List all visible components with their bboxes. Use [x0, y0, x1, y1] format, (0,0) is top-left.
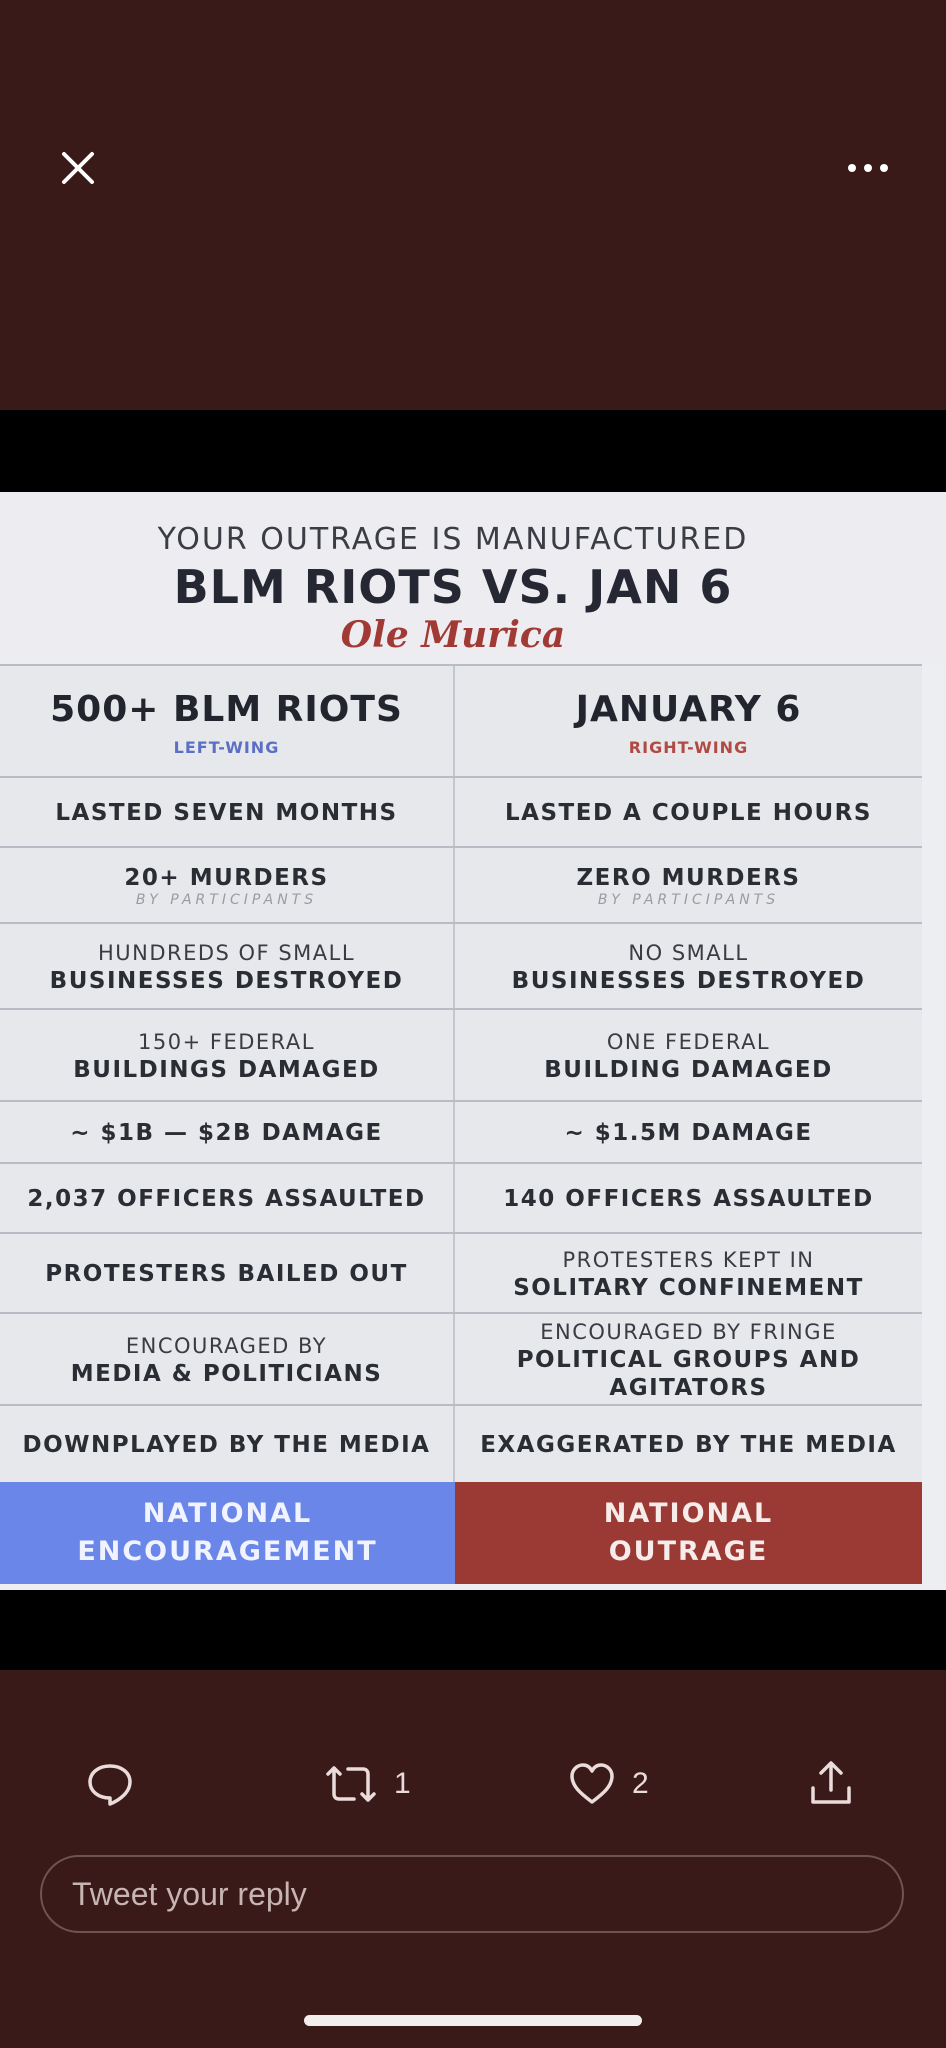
close-icon — [62, 152, 94, 184]
table-row: 150+ FEDERAL BUILDINGS DAMAGED ONE FEDER… — [0, 1008, 922, 1102]
right-cell: ZERO MURDERS BY PARTICIPANTS — [455, 848, 922, 924]
table-row: DOWNPLAYED BY THE MEDIA EXAGGERATED BY T… — [0, 1404, 922, 1484]
close-button[interactable] — [52, 142, 104, 194]
retweet-button[interactable]: 1 — [322, 1758, 411, 1810]
table-row: 2,037 OFFICERS ASSAULTED 140 OFFICERS AS… — [0, 1162, 922, 1234]
infographic-kicker: YOUR OUTRAGE IS MANUFACTURED — [157, 522, 749, 557]
infographic-header: YOUR OUTRAGE IS MANUFACTURED BLM RIOTS V… — [0, 492, 946, 664]
cell-subtext: PROTESTERS KEPT IN — [562, 1247, 815, 1272]
left-column-heading: 500+ BLM RIOTS LEFT-WING — [0, 666, 455, 778]
right-cell: ONE FEDERAL BUILDING DAMAGED — [455, 1010, 922, 1102]
cell-subtext: NO SMALL — [628, 940, 749, 965]
cell-text: BUILDING DAMAGED — [544, 1056, 833, 1083]
left-heading-text: 500+ BLM RIOTS — [50, 688, 403, 730]
right-column-heading: JANUARY 6 RIGHT-WING — [455, 666, 922, 778]
reply-input[interactable] — [70, 1874, 854, 1914]
left-cell: PROTESTERS BAILED OUT — [0, 1234, 455, 1314]
cell-text: ~ $1B — $2B DAMAGE — [70, 1120, 383, 1146]
table-row: 20+ MURDERS BY PARTICIPANTS ZERO MURDERS… — [0, 846, 922, 924]
left-cell: DOWNPLAYED BY THE MEDIA — [0, 1406, 455, 1484]
table-row: ENCOURAGED BY MEDIA & POLITICIANS ENCOUR… — [0, 1312, 922, 1406]
left-cell: HUNDREDS OF SMALL BUSINESSES DESTROYED — [0, 924, 455, 1010]
share-icon — [811, 1761, 851, 1804]
cell-subtext: HUNDREDS OF SMALL — [97, 940, 356, 965]
footer-right-line1: NATIONAL — [603, 1498, 774, 1529]
cell-subtext: ONE FEDERAL — [606, 1029, 771, 1054]
cell-note: BY PARTICIPANTS — [135, 892, 318, 908]
cell-text: LASTED A COUPLE HOURS — [505, 800, 872, 826]
infographic-footer: NATIONAL ENCOURAGEMENT NATIONAL OUTRAGE — [0, 1482, 922, 1584]
cell-text: 2,037 OFFICERS ASSAULTED — [27, 1186, 426, 1212]
heart-icon — [570, 1763, 614, 1804]
reply-button[interactable] — [84, 1758, 136, 1810]
cell-text: DOWNPLAYED BY THE MEDIA — [22, 1432, 431, 1458]
cell-text: 20+ MURDERS — [124, 865, 329, 891]
brand-logo-text: Ole Murica — [340, 614, 566, 656]
cell-text: ~ $1.5M DAMAGE — [564, 1120, 813, 1146]
like-button[interactable]: 2 — [566, 1758, 649, 1810]
cell-text: MEDIA & POLITICIANS — [70, 1360, 383, 1387]
footer-right-line2: OUTRAGE — [608, 1536, 769, 1567]
table-row: ~ $1B — $2B DAMAGE ~ $1.5M DAMAGE — [0, 1100, 922, 1164]
right-cell: PROTESTERS KEPT IN SOLITARY CONFINEMENT — [455, 1234, 922, 1314]
left-cell: 2,037 OFFICERS ASSAULTED — [0, 1164, 455, 1234]
cell-subtext: 150+ FEDERAL — [138, 1029, 315, 1054]
left-wing-tag: LEFT-WING — [173, 737, 280, 757]
right-cell: LASTED A COUPLE HOURS — [455, 778, 922, 848]
cell-subtext: ENCOURAGED BY — [125, 1333, 328, 1358]
more-options-button[interactable] — [838, 146, 902, 190]
right-heading-text: JANUARY 6 — [575, 688, 802, 730]
share-button[interactable] — [805, 1758, 857, 1810]
footer-left-block: NATIONAL ENCOURAGEMENT — [0, 1482, 455, 1584]
retweet-count: 1 — [394, 1767, 411, 1800]
like-count: 2 — [632, 1767, 649, 1800]
cell-text: EXAGGERATED BY THE MEDIA — [480, 1432, 897, 1458]
cell-text: POLITICAL GROUPS AND AGITATORS — [516, 1346, 861, 1401]
tweet-image[interactable]: YOUR OUTRAGE IS MANUFACTURED BLM RIOTS V… — [0, 492, 946, 1590]
infographic-title: BLM RIOTS VS. JAN 6 — [173, 560, 733, 614]
left-cell: LASTED SEVEN MONTHS — [0, 778, 455, 848]
more-horizontal-icon — [848, 164, 888, 172]
cell-text: BUSINESSES DESTROYED — [511, 967, 866, 994]
right-cell: ~ $1.5M DAMAGE — [455, 1102, 922, 1164]
cell-text: ZERO MURDERS — [576, 865, 801, 891]
reply-box[interactable] — [40, 1855, 904, 1933]
cell-text: BUILDINGS DAMAGED — [73, 1056, 380, 1083]
cell-text: PROTESTERS BAILED OUT — [45, 1261, 408, 1287]
left-cell: ~ $1B — $2B DAMAGE — [0, 1102, 455, 1164]
table-row: LASTED SEVEN MONTHS LASTED A COUPLE HOUR… — [0, 776, 922, 848]
cell-text: BUSINESSES DESTROYED — [49, 967, 404, 994]
cell-text: 140 OFFICERS ASSAULTED — [503, 1186, 874, 1212]
left-cell: 150+ FEDERAL BUILDINGS DAMAGED — [0, 1010, 455, 1102]
cell-subtext: ENCOURAGED BY FRINGE — [540, 1319, 837, 1344]
cell-text: LASTED SEVEN MONTHS — [55, 800, 398, 826]
left-cell: ENCOURAGED BY MEDIA & POLITICIANS — [0, 1314, 455, 1406]
right-cell: ENCOURAGED BY FRINGE POLITICAL GROUPS AN… — [455, 1314, 922, 1406]
table-row: PROTESTERS BAILED OUT PROTESTERS KEPT IN… — [0, 1232, 922, 1314]
right-cell: EXAGGERATED BY THE MEDIA — [455, 1406, 922, 1484]
right-cell: 140 OFFICERS ASSAULTED — [455, 1164, 922, 1234]
footer-left-line1: NATIONAL — [142, 1498, 313, 1529]
footer-left-line2: ENCOURAGEMENT — [77, 1536, 378, 1567]
table-row: HUNDREDS OF SMALL BUSINESSES DESTROYED N… — [0, 922, 922, 1010]
right-wing-tag: RIGHT-WING — [628, 737, 749, 757]
cell-text: SOLITARY CONFINEMENT — [513, 1274, 864, 1301]
cell-note: BY PARTICIPANTS — [597, 892, 780, 908]
right-cell: NO SMALL BUSINESSES DESTROYED — [455, 924, 922, 1010]
reply-icon — [88, 1764, 132, 1806]
retweet-icon — [326, 1766, 376, 1802]
table-heading-row: 500+ BLM RIOTS LEFT-WING JANUARY 6 RIGHT… — [0, 664, 922, 778]
footer-right-block: NATIONAL OUTRAGE — [455, 1482, 922, 1584]
left-cell: 20+ MURDERS BY PARTICIPANTS — [0, 848, 455, 924]
home-indicator[interactable] — [304, 2015, 642, 2026]
